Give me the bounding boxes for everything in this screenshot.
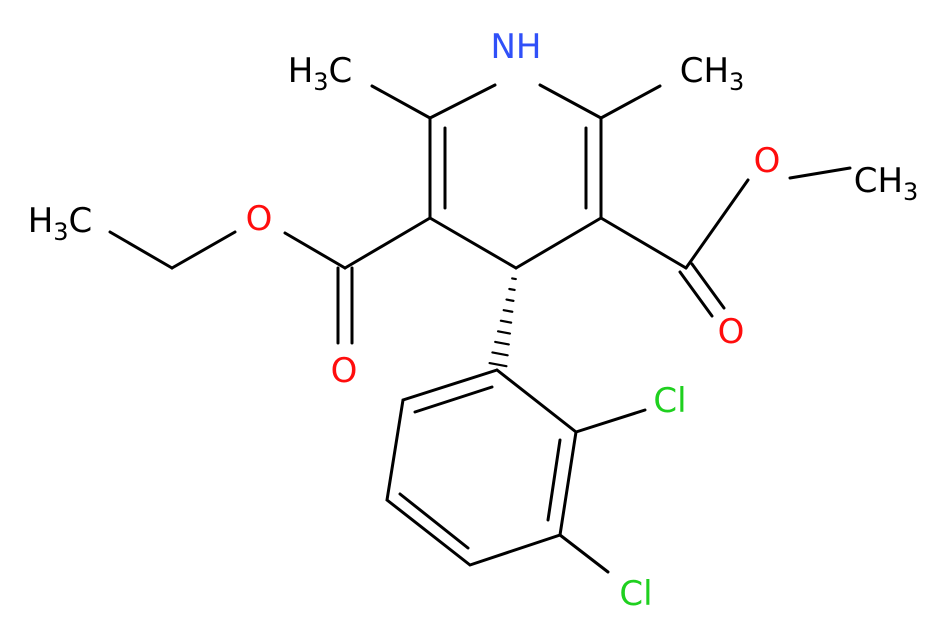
atom-label: O xyxy=(718,312,745,352)
atom-label: CH3 xyxy=(680,51,745,96)
wedge-hash xyxy=(508,287,516,292)
wedge-hash xyxy=(491,351,509,357)
wedge-hash xyxy=(496,330,512,335)
wedge-hash xyxy=(505,298,515,302)
atom-label: Cl xyxy=(619,574,652,614)
atom-label: O xyxy=(754,141,781,181)
wedge-hash xyxy=(502,309,514,313)
atom-label: O xyxy=(246,199,273,239)
atom-label: H3C xyxy=(28,201,93,246)
atom-label: O xyxy=(331,351,358,391)
atom-label: Cl xyxy=(653,381,686,421)
atom-label: NH xyxy=(491,27,542,67)
wedge-hash xyxy=(488,361,508,368)
wedge-hash xyxy=(511,277,517,281)
wedge-hash xyxy=(499,319,513,324)
wedge-hash xyxy=(494,340,510,346)
atom-label: CH3 xyxy=(854,161,919,206)
atom-label: H3C xyxy=(288,51,353,96)
bonds xyxy=(108,83,852,574)
